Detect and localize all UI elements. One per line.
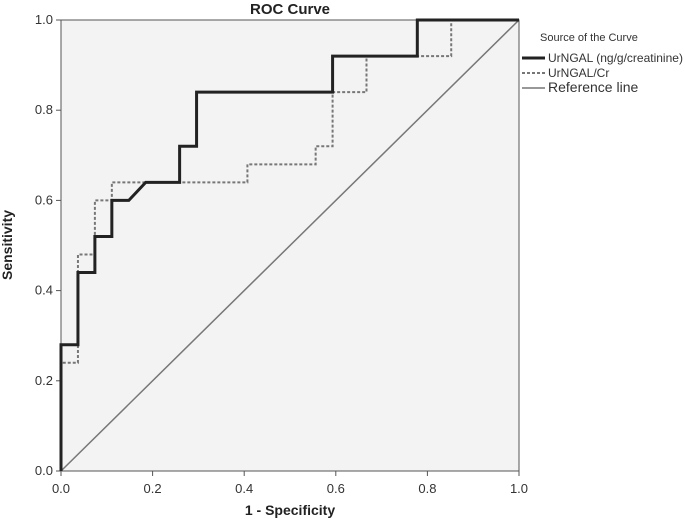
y-tick-label: 0.4 (35, 283, 53, 298)
x-axis: 0.0 0.2 0.4 0.6 0.8 1.0 (52, 471, 528, 496)
y-tick-label: 0.8 (35, 102, 53, 117)
legend-title: Source of the Curve (540, 32, 638, 44)
x-tick-label: 0.4 (235, 481, 253, 496)
series-line-urngal-ng-g-creatinine (59, 18, 519, 471)
chart-title: ROC Curve (250, 1, 330, 18)
legend-label: UrNGAL/Cr (548, 66, 609, 80)
x-tick-label: 0.2 (144, 481, 162, 496)
y-axis-title: Sensitivity (0, 210, 15, 280)
y-tick-label: 0.6 (35, 192, 53, 207)
series-layer (59, 18, 520, 472)
legend: Source of the Curve UrNGAL (ng/g/creatin… (522, 32, 683, 95)
y-axis: 0.0 0.2 0.4 0.6 0.8 1.0 (35, 12, 61, 478)
legend-label: Reference line (548, 79, 638, 95)
x-tick-label: 0.6 (327, 481, 345, 496)
x-tick-label: 0.0 (52, 481, 70, 496)
series-line-reference-line (60, 19, 520, 472)
legend-label: UrNGAL (ng/g/creatinine) (548, 51, 683, 65)
x-tick-label: 1.0 (510, 481, 528, 496)
x-axis-title: 1 - Specificity (245, 502, 335, 518)
x-tick-label: 0.8 (418, 481, 436, 496)
y-tick-label: 0.0 (35, 463, 53, 478)
y-tick-label: 0.2 (35, 373, 53, 388)
y-tick-label: 1.0 (35, 12, 53, 27)
